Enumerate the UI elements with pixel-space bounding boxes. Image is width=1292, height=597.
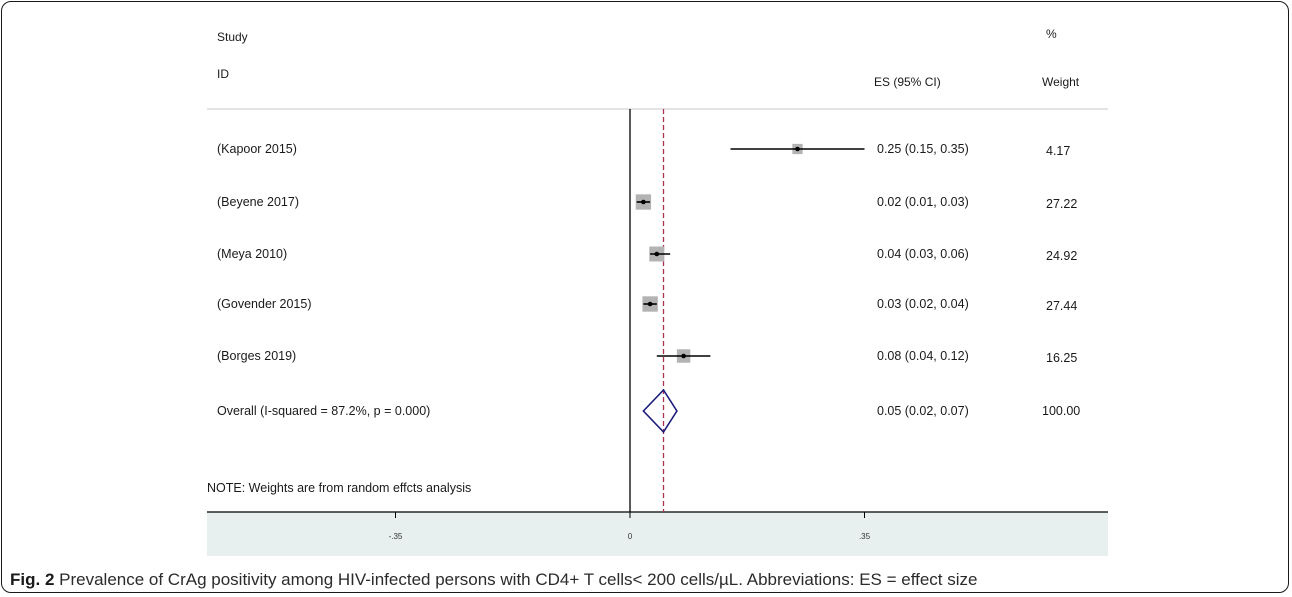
x-axis-ticks: -.35 0 .35 [389,512,871,541]
x-tick-label: -.35 [389,532,403,541]
study-row: (Govender 2015) 0.03 (0.02, 0.04) 27.44 [217,296,1077,313]
reference-lines [629,109,665,512]
es-value: 0.02 (0.01, 0.03) [877,195,969,209]
header-es: ES (95% CI) [874,75,941,89]
point-estimate [647,301,653,307]
study-row: (Borges 2019) 0.08 (0.04, 0.12) 16.25 [217,349,1077,365]
figure-caption: Fig. 2 Prevalence of CrAg positivity amo… [10,570,1286,590]
header-study: Study [217,30,248,44]
forest-plot: Study ID ES (95% CI) % Weight -.35 0 .35 (… [207,27,1108,556]
es-value: 0.25 (0.15, 0.35) [877,142,969,156]
study-label: (Govender 2015) [217,297,312,311]
study-label: (Beyene 2017) [217,195,299,209]
es-value: 0.08 (0.04, 0.12) [877,349,969,363]
es-value: 0.03 (0.02, 0.04) [877,297,969,311]
weight-value: 24.92 [1046,249,1077,263]
overall-label: Overall (I-squared = 87.2%, p = 0.000) [217,404,430,418]
weight-value: 27.44 [1046,299,1077,313]
weight-value: 27.22 [1046,197,1077,211]
axis-band [207,512,1108,556]
weights-note: NOTE: Weights are from random effcts ana… [207,481,471,495]
header-weight: Weight [1042,75,1080,89]
caption-label: Fig. 2 [10,570,55,589]
es-value: 0.04 (0.03, 0.06) [877,247,969,261]
weight-value: 4.17 [1046,144,1070,158]
overall-diamond [642,388,678,434]
weight-value: 16.25 [1046,351,1077,365]
caption-text: Prevalence of CrAg positivity among HIV-… [54,570,978,589]
study-row: (Beyene 2017) 0.02 (0.01, 0.03) 27.22 [217,194,1077,211]
point-estimate [681,353,686,359]
study-label: (Kapoor 2015) [217,142,297,156]
study-row: (Meya 2010) 0.04 (0.03, 0.06) 24.92 [217,246,1077,263]
study-row: (Kapoor 2015) 0.25 (0.15, 0.35) 4.17 [217,142,1070,158]
point-estimate [795,146,800,152]
x-tick-label: 0 [628,532,633,541]
study-label: (Borges 2019) [217,349,296,363]
point-estimate [641,199,646,205]
point-estimate [654,251,660,257]
study-label: (Meya 2010) [217,247,287,261]
overall-row: Overall (I-squared = 87.2%, p = 0.000) 0.… [217,388,1080,434]
header-percent: % [1046,27,1057,41]
x-tick-label: .35 [859,532,871,541]
overall-es-value: 0.05 (0.02, 0.07) [877,404,969,418]
overall-weight-value: 100.00 [1042,404,1080,418]
header-id: ID [217,67,229,81]
study-rows: (Kapoor 2015) 0.25 (0.15, 0.35) 4.17 (Beyen… [217,142,1077,365]
